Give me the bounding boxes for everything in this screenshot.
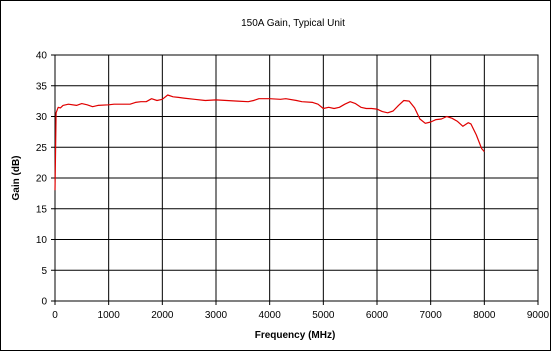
x-tick-label: 0: [52, 310, 58, 321]
grid: [54, 54, 539, 302]
y-tick-label: 0: [41, 297, 47, 308]
y-tick-label: 10: [36, 235, 48, 246]
x-tick-label: 7000: [420, 310, 443, 321]
chart-title: 150A Gain, Typical Unit: [241, 18, 345, 29]
y-tick-label: 25: [36, 143, 48, 154]
x-tick-label: 6000: [366, 310, 389, 321]
x-tick-label: 8000: [473, 310, 496, 321]
x-axis-label: Frequency (MHz): [255, 330, 336, 341]
x-tick-label: 9000: [527, 310, 550, 321]
gain-series-line: [54, 94, 485, 191]
x-axis: 0 1000 2000 3000 4000 5000 6000 7000 8000 9000: [52, 301, 550, 321]
y-tick-label: 15: [36, 204, 48, 215]
x-tick-label: 2000: [151, 310, 174, 321]
y-tick-label: 35: [36, 81, 48, 92]
y-tick-label: 20: [36, 174, 48, 185]
y-tick-label: 40: [36, 51, 48, 62]
y-axis: 0 5 10 15 20 25 30 35 40: [36, 51, 55, 308]
x-tick-label: 3000: [205, 310, 228, 321]
y-axis-label: Gain (dB): [11, 156, 22, 201]
y-tick-label: 30: [36, 112, 48, 123]
x-tick-label: 4000: [259, 310, 282, 321]
series-group: [54, 94, 485, 191]
x-tick-label: 5000: [312, 310, 335, 321]
y-tick-label: 5: [41, 266, 47, 277]
x-tick-label: 1000: [98, 310, 121, 321]
